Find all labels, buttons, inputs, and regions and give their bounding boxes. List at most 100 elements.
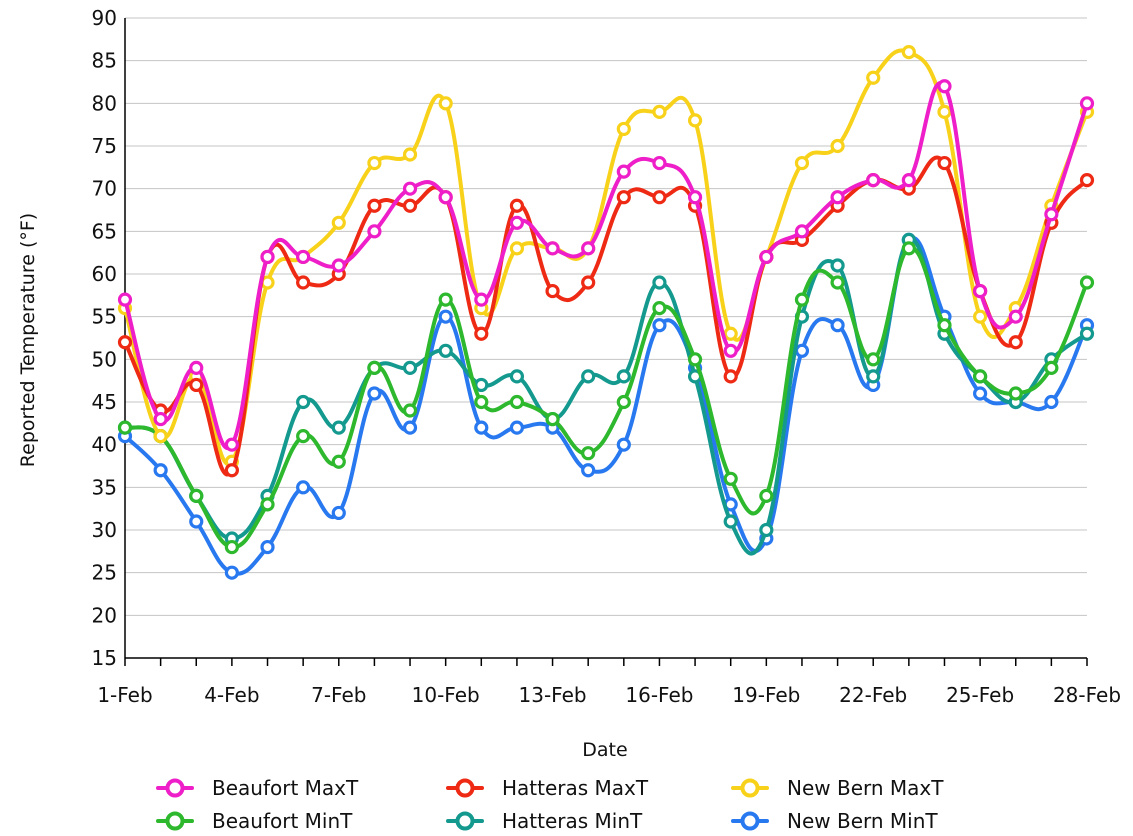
y-tick-label: 60 [92,262,117,286]
data-point-new-bern-mint [331,505,346,521]
data-point-new-bern-mint [474,420,489,435]
y-tick-label: 35 [92,475,117,499]
data-point-new-bern-mint [153,463,168,478]
data-point-new-bern-maxt [331,215,346,230]
data-point-beaufort-maxt [723,343,738,358]
data-point-hatteras-mint [331,420,346,435]
legend-item-new-bern-maxt: New Bern MaxT [731,776,944,800]
data-point-beaufort-maxt [189,360,204,375]
series-line-beaufort-maxt [123,81,1089,450]
x-axis-title: Date [582,739,627,761]
data-point-hatteras-maxt [937,155,952,171]
data-point-beaufort-maxt [545,241,560,256]
data-point-hatteras-maxt [189,377,204,393]
data-point-new-bern-maxt [616,121,631,137]
legend-item-hatteras-mint: Hatteras MinT [446,809,643,833]
data-point-hatteras-maxt [224,463,239,478]
data-point-hatteras-mint [1079,326,1095,341]
data-point-beaufort-mint [224,539,239,555]
data-point-new-bern-mint [402,420,418,435]
y-tick-label: 80 [92,91,117,115]
data-point-beaufort-mint [937,318,952,333]
y-tick-label: 55 [92,305,117,329]
legend-item-beaufort-mint: Beaufort MinT [156,809,353,833]
x-tick-label: 16-Feb [625,683,693,707]
y-tick-label: 65 [92,219,117,243]
data-point-beaufort-mint [973,369,988,384]
data-point-beaufort-maxt [224,437,239,452]
data-point-new-bern-mint [652,318,667,333]
x-tick-label: 22-Feb [839,683,907,707]
data-point-beaufort-maxt [1044,207,1059,222]
data-point-hatteras-mint [474,377,489,393]
data-point-new-bern-maxt [866,70,881,85]
data-point-beaufort-mint [830,275,845,290]
y-tick-label: 20 [92,603,117,627]
data-point-hatteras-mint [581,369,596,384]
data-point-beaufort-maxt [616,164,631,179]
legend-swatch-marker [165,778,185,798]
data-point-new-bern-mint [1044,394,1059,410]
data-point-beaufort-maxt [937,79,952,94]
data-point-beaufort-mint [1008,386,1023,401]
data-point-hatteras-maxt [723,369,738,384]
data-point-beaufort-mint [1079,275,1095,290]
legend-item-hatteras-maxt: Hatteras MaxT [446,776,649,800]
data-point-hatteras-maxt [1008,335,1023,350]
data-point-beaufort-mint [438,292,453,307]
data-point-beaufort-maxt [973,283,988,299]
data-point-hatteras-mint [296,394,311,410]
data-point-new-bern-mint [224,565,239,580]
y-tick-label: 25 [92,561,117,585]
data-point-beaufort-maxt [260,249,275,265]
data-point-hatteras-maxt [296,275,311,290]
y-axis-title: Reported Temperature (°F) [17,213,39,467]
data-point-beaufort-maxt [759,249,774,265]
x-tick-label: 10-Feb [412,683,480,707]
data-point-new-bern-mint [581,463,596,478]
data-point-beaufort-mint [402,403,418,418]
data-point-hatteras-maxt [1079,173,1095,188]
x-tick-label: 4-Feb [204,683,259,707]
y-tick-label: 70 [92,177,117,201]
data-point-beaufort-maxt [1008,309,1023,324]
data-point-beaufort-maxt [652,155,667,171]
data-point-new-bern-mint [367,386,382,401]
legend-swatch-marker [455,778,475,798]
data-point-new-bern-maxt [367,155,382,171]
data-point-new-bern-mint [189,514,204,529]
data-point-beaufort-mint [367,360,382,375]
data-point-beaufort-maxt [367,224,382,239]
x-tick-labels: 1-Feb 4-Feb 7-Feb 10-Feb 13-Feb 16-Feb 19-Feb 2… [97,683,1121,707]
data-point-new-bern-maxt [402,147,418,162]
data-point-beaufort-mint [331,454,346,469]
data-point-hatteras-maxt [545,283,560,299]
data-point-hatteras-mint [402,360,418,375]
data-point-new-bern-maxt [723,326,738,341]
data-point-new-bern-maxt [937,104,952,119]
x-tick-label: 28-Feb [1053,683,1121,707]
legend: Beaufort MaxT Hatteras MaxT New Bern MaxT B… [156,776,944,833]
data-point-new-bern-maxt [830,138,845,154]
series-lines [117,45,1095,580]
data-point-beaufort-mint [616,394,631,410]
data-point-beaufort-maxt [296,249,311,265]
data-point-beaufort-mint [901,241,916,256]
y-tick-label: 75 [92,134,117,158]
data-point-new-bern-maxt [687,113,703,128]
data-point-new-bern-mint [509,420,525,435]
x-tick-label: 13-Feb [519,683,587,707]
x-tick-label: 1-Feb [97,683,152,707]
legend-swatch-marker [455,811,475,831]
data-point-beaufort-maxt [830,190,845,205]
data-point-new-bern-mint [794,343,810,358]
data-point-new-bern-maxt [652,104,667,119]
data-point-new-bern-mint [973,386,988,401]
data-point-new-bern-mint [438,309,453,324]
data-point-beaufort-mint [296,429,311,444]
data-point-new-bern-mint [296,480,311,495]
data-point-beaufort-mint [260,497,275,512]
data-point-beaufort-maxt [866,173,881,188]
